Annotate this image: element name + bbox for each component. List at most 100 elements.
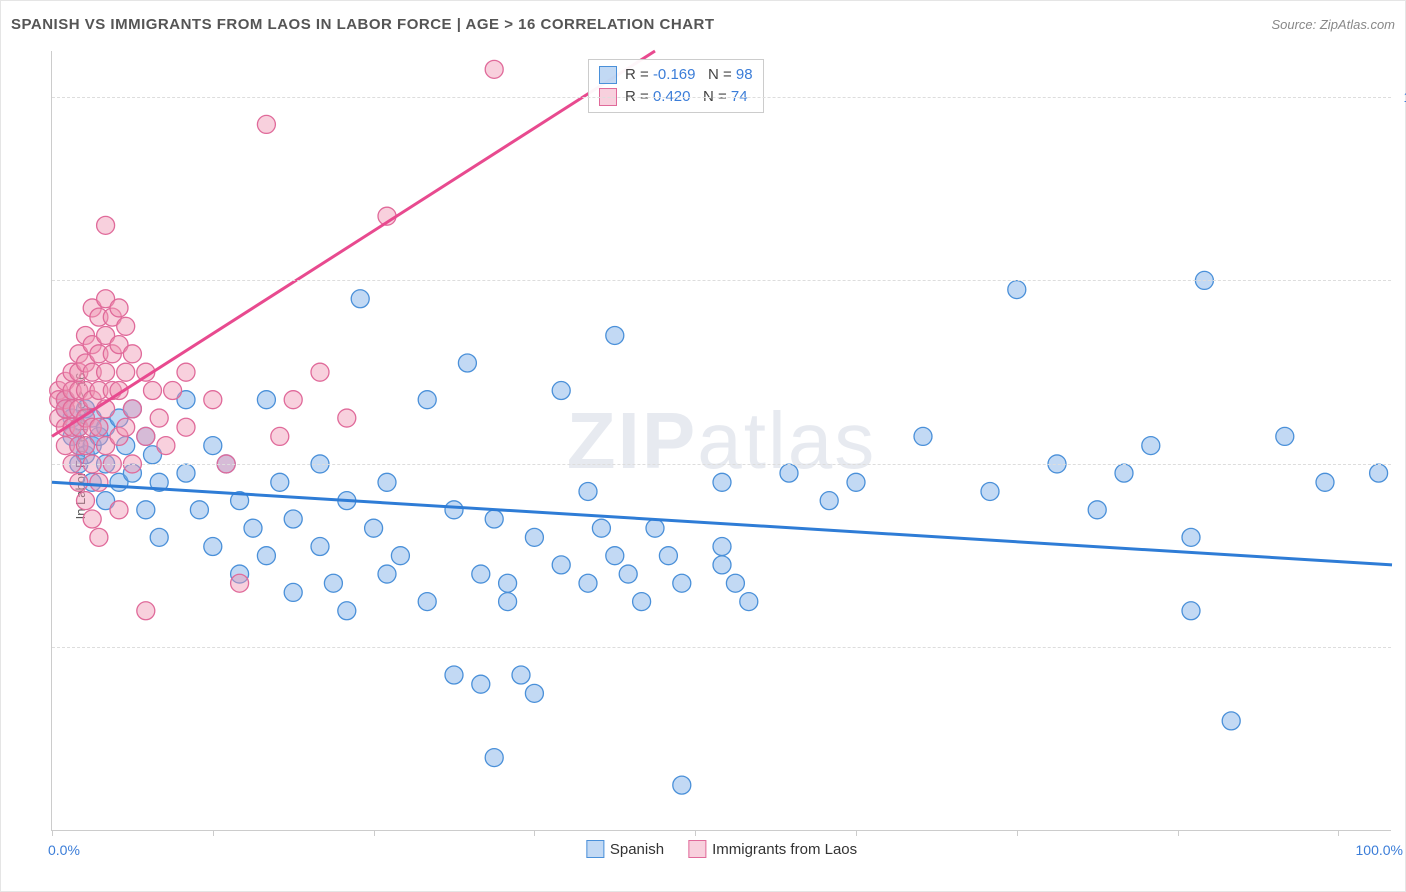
legend-label: Immigrants from Laos: [712, 841, 857, 858]
data-point-spanish: [257, 391, 275, 409]
data-point-laos: [110, 501, 128, 519]
legend-swatch: [586, 840, 604, 858]
data-point-laos: [150, 409, 168, 427]
data-point-laos: [77, 492, 95, 510]
data-point-spanish: [579, 482, 597, 500]
gridline: [52, 280, 1391, 281]
gridline: [52, 464, 1391, 465]
data-point-spanish: [257, 547, 275, 565]
chart-container: SPANISH VS IMMIGRANTS FROM LAOS IN LABOR…: [0, 0, 1406, 892]
legend-text: R = -0.169 N = 98: [625, 66, 753, 83]
data-point-spanish: [780, 464, 798, 482]
data-point-spanish: [244, 519, 262, 537]
data-point-spanish: [673, 776, 691, 794]
data-point-spanish: [271, 473, 289, 491]
plot-area: ZIPatlas R = -0.169 N = 98R = 0.420 N = …: [51, 51, 1391, 831]
data-point-laos: [110, 299, 128, 317]
data-point-spanish: [619, 565, 637, 583]
data-point-spanish: [177, 464, 195, 482]
data-point-laos: [97, 363, 115, 381]
data-point-spanish: [284, 510, 302, 528]
data-point-spanish: [324, 574, 342, 592]
data-point-laos: [90, 528, 108, 546]
data-point-spanish: [150, 528, 168, 546]
data-point-spanish: [284, 583, 302, 601]
x-tick: [695, 830, 696, 836]
data-point-laos: [271, 427, 289, 445]
data-point-laos: [157, 437, 175, 455]
data-point-spanish: [338, 602, 356, 620]
data-point-spanish: [204, 538, 222, 556]
data-point-spanish: [606, 547, 624, 565]
data-point-spanish: [914, 427, 932, 445]
data-point-spanish: [525, 684, 543, 702]
data-point-laos: [90, 473, 108, 491]
data-point-laos: [77, 437, 95, 455]
y-tick-label: 80.0%: [1396, 272, 1406, 288]
chart-title: SPANISH VS IMMIGRANTS FROM LAOS IN LABOR…: [11, 16, 715, 33]
data-point-laos: [311, 363, 329, 381]
legend-label: Spanish: [610, 841, 664, 858]
data-point-spanish: [1276, 427, 1294, 445]
data-point-spanish: [311, 538, 329, 556]
data-point-laos: [284, 391, 302, 409]
data-point-spanish: [646, 519, 664, 537]
y-tick-label: 40.0%: [1396, 639, 1406, 655]
trend-line-laos: [52, 51, 655, 436]
data-point-spanish: [472, 675, 490, 693]
data-point-spanish: [552, 382, 570, 400]
data-point-spanish: [1142, 437, 1160, 455]
data-point-laos: [177, 418, 195, 436]
data-point-spanish: [378, 565, 396, 583]
data-point-laos: [257, 115, 275, 133]
data-point-laos: [90, 418, 108, 436]
x-tick: [534, 830, 535, 836]
data-point-spanish: [1115, 464, 1133, 482]
data-point-spanish: [847, 473, 865, 491]
data-point-spanish: [458, 354, 476, 372]
x-tick: [52, 830, 53, 836]
y-tick-label: 100.0%: [1396, 89, 1406, 105]
data-point-spanish: [713, 538, 731, 556]
data-point-spanish: [740, 593, 758, 611]
data-point-laos: [164, 382, 182, 400]
data-point-laos: [144, 382, 162, 400]
data-point-laos: [338, 409, 356, 427]
data-point-spanish: [1182, 602, 1200, 620]
data-point-spanish: [1088, 501, 1106, 519]
data-point-spanish: [418, 391, 436, 409]
data-point-laos: [485, 60, 503, 78]
data-point-spanish: [499, 574, 517, 592]
data-point-laos: [117, 317, 135, 335]
data-point-laos: [117, 418, 135, 436]
data-point-laos: [177, 363, 195, 381]
data-point-spanish: [552, 556, 570, 574]
data-point-spanish: [485, 510, 503, 528]
data-point-spanish: [820, 492, 838, 510]
data-point-spanish: [137, 501, 155, 519]
x-tick: [856, 830, 857, 836]
legend-swatch: [599, 66, 617, 84]
data-point-laos: [97, 216, 115, 234]
data-point-spanish: [512, 666, 530, 684]
data-point-laos: [137, 427, 155, 445]
data-point-spanish: [1008, 281, 1026, 299]
data-point-spanish: [726, 574, 744, 592]
x-axis-min-label: 0.0%: [48, 842, 80, 858]
correlation-legend: R = -0.169 N = 98R = 0.420 N = 74: [588, 59, 764, 113]
data-point-spanish: [445, 501, 463, 519]
source-attribution: Source: ZipAtlas.com: [1271, 17, 1395, 32]
data-point-spanish: [351, 290, 369, 308]
x-tick: [1338, 830, 1339, 836]
data-point-spanish: [485, 749, 503, 767]
data-point-spanish: [472, 565, 490, 583]
data-point-laos: [204, 391, 222, 409]
data-point-laos: [117, 363, 135, 381]
data-point-spanish: [1370, 464, 1388, 482]
gridline: [52, 97, 1391, 98]
data-point-laos: [137, 602, 155, 620]
data-point-spanish: [981, 482, 999, 500]
data-point-spanish: [525, 528, 543, 546]
data-point-laos: [83, 510, 101, 528]
data-point-spanish: [418, 593, 436, 611]
